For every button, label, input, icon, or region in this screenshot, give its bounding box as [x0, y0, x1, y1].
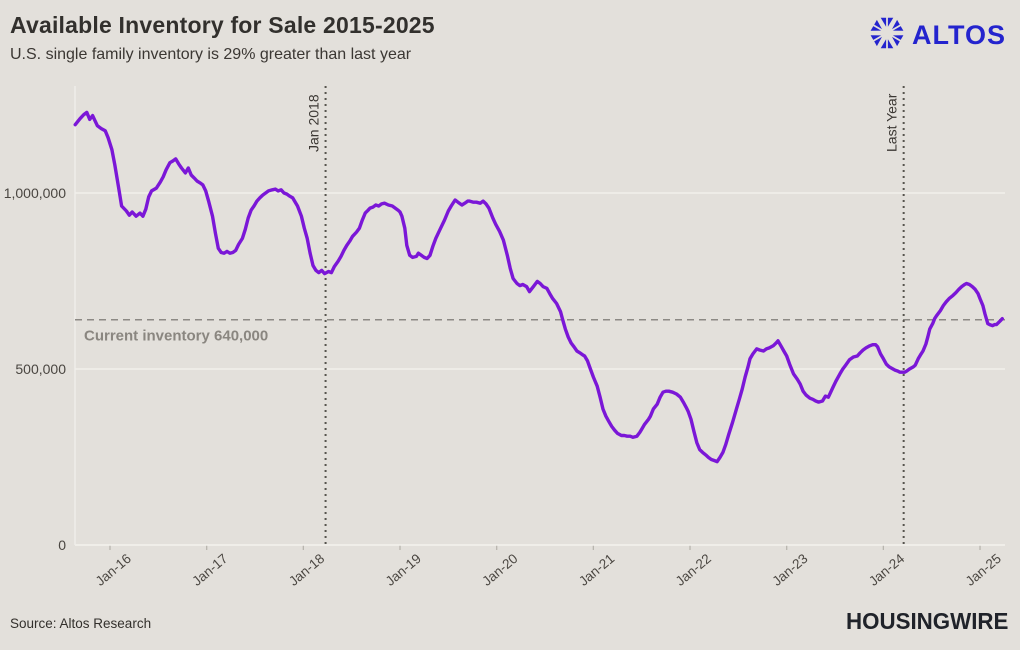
page-title: Available Inventory for Sale 2015-2025 — [10, 12, 435, 38]
altos-snowflake-icon — [869, 15, 905, 56]
x-axis-tick-label: Jan-23 — [769, 551, 810, 589]
source-credit: Source: Altos Research — [10, 616, 152, 631]
x-axis-tick-label: Jan-25 — [963, 551, 1004, 589]
page-subtitle: U.S. single family inventory is 29% grea… — [10, 46, 412, 63]
jan-2018-label: Jan 2018 — [306, 94, 322, 152]
y-axis-tick-label: 1,000,000 — [4, 185, 66, 201]
housingwire-logo: HOUSINGWIRE — [845, 608, 1008, 634]
x-axis-tick-label: Jan-20 — [479, 551, 520, 589]
y-axis-tick-label: 0 — [58, 537, 66, 553]
inventory-series-line — [73, 110, 1004, 464]
x-axis-tick-label: Jan-17 — [189, 551, 230, 589]
x-axis-tick-label: Jan-16 — [93, 551, 134, 589]
x-axis-tick-label: Jan-24 — [866, 550, 908, 588]
y-axis-tick-label: 500,000 — [15, 361, 66, 377]
current-inventory-label: Current inventory 640,000 — [84, 328, 268, 345]
altos-logo: ALTOS — [869, 15, 1006, 56]
altos-logo-text: ALTOS — [911, 20, 1006, 50]
x-axis-tick-label: Jan-22 — [673, 551, 714, 589]
x-axis-tick-label: Jan-19 — [383, 551, 424, 589]
x-axis-tick-label: Jan-18 — [286, 551, 327, 589]
last-year-label: Last Year — [884, 93, 900, 152]
x-axis-tick-label: Jan-21 — [576, 551, 617, 589]
